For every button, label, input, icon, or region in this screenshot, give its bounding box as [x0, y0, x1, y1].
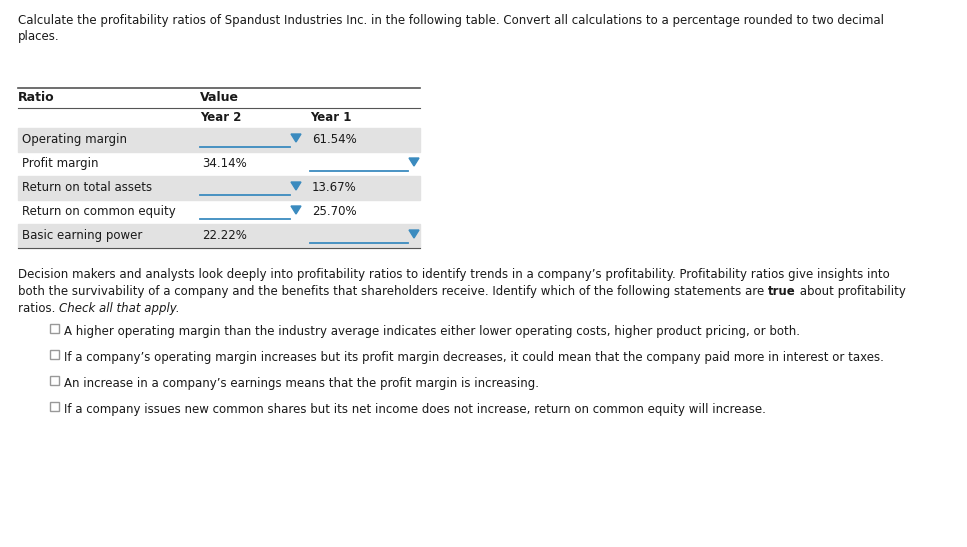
Bar — [50, 324, 59, 333]
Text: Basic earning power: Basic earning power — [22, 229, 142, 242]
Text: Ratio: Ratio — [18, 91, 54, 104]
Text: Year 1: Year 1 — [310, 111, 351, 124]
Text: Check all that apply.: Check all that apply. — [59, 302, 180, 315]
Text: Value: Value — [200, 91, 239, 104]
Text: Return on total assets: Return on total assets — [22, 181, 152, 194]
Text: 25.70%: 25.70% — [312, 205, 357, 218]
Text: Profit margin: Profit margin — [22, 157, 99, 170]
Text: If a company issues new common shares but its net income does not increase, retu: If a company issues new common shares bu… — [64, 403, 766, 416]
Text: true: true — [768, 285, 796, 298]
Text: places.: places. — [18, 30, 60, 43]
Polygon shape — [291, 134, 301, 142]
Text: ratios.: ratios. — [18, 302, 59, 315]
Text: Decision makers and analysts look deeply into profitability ratios to identify t: Decision makers and analysts look deeply… — [18, 268, 890, 281]
Text: A higher operating margin than the industry average indicates either lower opera: A higher operating margin than the indus… — [64, 325, 800, 338]
Polygon shape — [409, 158, 419, 166]
Polygon shape — [291, 182, 301, 190]
Bar — [50, 350, 59, 359]
Bar — [18, 176, 420, 200]
Bar — [18, 128, 420, 152]
Polygon shape — [409, 230, 419, 238]
Text: both the survivability of a company and the benefits that shareholders receive. : both the survivability of a company and … — [18, 285, 768, 298]
Text: 22.22%: 22.22% — [202, 229, 247, 242]
Bar — [50, 402, 59, 411]
Text: Operating margin: Operating margin — [22, 133, 127, 146]
Text: about profitability: about profitability — [796, 285, 906, 298]
Text: Return on common equity: Return on common equity — [22, 205, 176, 218]
Text: 61.54%: 61.54% — [312, 133, 357, 146]
Text: If a company’s operating margin increases but its profit margin decreases, it co: If a company’s operating margin increase… — [64, 351, 884, 364]
Text: 13.67%: 13.67% — [312, 181, 357, 194]
Text: Year 2: Year 2 — [200, 111, 242, 124]
Polygon shape — [291, 206, 301, 214]
Bar — [50, 376, 59, 385]
Text: 34.14%: 34.14% — [202, 157, 247, 170]
Text: An increase in a company’s earnings means that the profit margin is increasing.: An increase in a company’s earnings mean… — [64, 377, 539, 390]
Text: Calculate the profitability ratios of Spandust Industries Inc. in the following : Calculate the profitability ratios of Sp… — [18, 14, 884, 27]
Bar — [18, 224, 420, 248]
